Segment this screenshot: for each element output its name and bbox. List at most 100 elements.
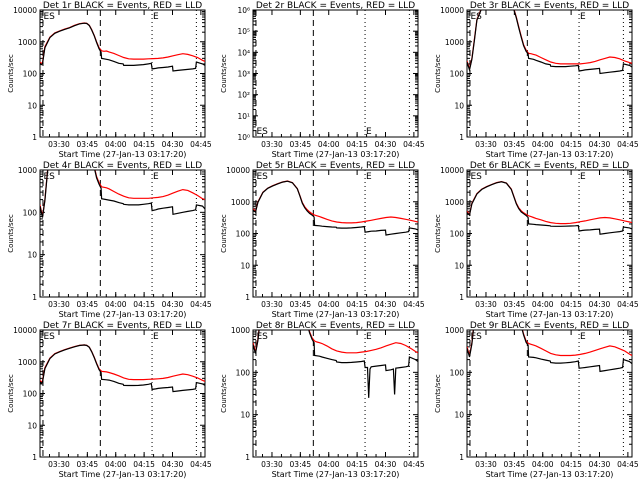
y-tick-label: 100 [23,390,38,399]
panel-det-5r: Det 5r BLACK = Events, RED = LLD 1 10 100 10… [220,161,425,319]
events-series-line [253,180,418,236]
y-axis-label: Counts/sec [7,214,15,253]
event-marker-label: ES [470,332,482,342]
x-tick-label: 04:45 [403,140,425,149]
x-tick-label: 04:15 [560,460,582,469]
panel-det-6r: Det 6r BLACK = Events, RED = LLD 1 10 100 10… [434,161,639,319]
y-tick-label: 10⁴ [237,48,250,57]
y-tick-label: 100 [450,230,465,239]
y-tick-label: 1 [32,293,37,302]
panel-title: Det 6r BLACK = Events, RED = LLD [470,161,629,171]
x-tick-label: 04:15 [133,300,155,309]
x-tick-label: 03:30 [48,140,70,149]
x-tick-label: 04:00 [105,460,127,469]
panel-title: Det 3r BLACK = Events, RED = LLD [470,1,629,11]
y-tick-label: 10000 [13,326,37,335]
panel-det-9r: Det 9r BLACK = Events, RED = LLD 1 10 100 10… [434,321,639,479]
event-marker-label: E [580,332,586,342]
x-tick-label: 04:30 [589,300,611,309]
x-tick-label: 03:30 [475,460,497,469]
y-axis-label: Counts/sec [434,374,442,413]
x-tick-label: 04:15 [560,300,582,309]
panel-title: Det 4r BLACK = Events, RED = LLD [43,161,202,171]
x-axis-label: Start Time (27-Jan-13 03:17:20) [59,150,187,159]
event-marker-label: ES [43,172,55,182]
x-tick-label: 04:45 [617,300,639,309]
y-tick-label: 1000 [231,198,250,207]
plot-frame [466,9,633,138]
y-tick-label: 100 [23,70,38,79]
y-tick-label: 1 [459,453,464,462]
x-tick-label: 04:45 [617,460,639,469]
events-series-line [40,344,205,393]
x-tick-label: 04:30 [375,460,397,469]
x-tick-label: 03:30 [48,300,70,309]
panel-title: Det 1r BLACK = Events, RED = LLD [43,1,202,11]
y-tick-label: 10000 [440,6,464,15]
y-tick-label: 100 [450,70,465,79]
y-axis-label: Counts/sec [434,54,442,93]
event-marker-label: E [366,127,372,137]
x-tick-label: 04:45 [190,460,212,469]
panel-det-1r: Det 1r BLACK = Events, RED = LLD 1 10 100 10… [7,1,212,159]
x-tick-label: 03:30 [261,300,283,309]
event-marker-label: ES [43,12,55,22]
y-tick-label: 10 [27,421,37,430]
x-tick-label: 04:45 [190,300,212,309]
x-tick-label: 04:00 [318,460,340,469]
y-tick-label: 1 [459,133,464,142]
y-tick-label: 100 [450,368,465,377]
event-marker-label: E [580,12,586,22]
x-tick-label: 04:00 [532,300,554,309]
panel-det-2r: Det 2r BLACK = Events, RED = LLD 10⁰ 10¹ 10… [220,1,425,159]
y-axis-label: Counts/sec [220,214,228,253]
x-tick-label: 04:00 [105,140,127,149]
event-marker-label: ES [256,127,268,137]
x-tick-label: 03:45 [77,460,99,469]
plot-frame [39,169,206,298]
events-series-line [467,10,632,75]
x-tick-label: 03:30 [475,140,497,149]
event-marker-label: ES [470,172,482,182]
x-tick-label: 03:30 [261,140,283,149]
y-tick-label: 10 [27,101,37,110]
y-tick-label: 1 [32,133,37,142]
event-marker-label: E [366,332,372,342]
x-axis-label: Start Time (27-Jan-13 03:17:20) [486,150,614,159]
x-tick-label: 04:30 [589,460,611,469]
y-axis-label: Counts/sec [7,374,15,413]
y-tick-label: 100 [236,230,251,239]
lld-series-line [253,180,418,224]
y-tick-label: 1 [32,453,37,462]
x-tick-label: 03:45 [504,140,526,149]
event-marker-label: ES [256,332,268,342]
event-marker-label: E [580,172,586,182]
y-tick-label: 10 [454,261,464,270]
x-tick-label: 03:45 [290,300,312,309]
x-tick-label: 03:30 [475,300,497,309]
x-axis-label: Start Time (27-Jan-13 03:17:20) [272,310,400,319]
y-tick-label: 10 [27,251,37,260]
x-axis-label: Start Time (27-Jan-13 03:17:20) [59,310,187,319]
y-tick-label: 1000 [445,326,464,335]
y-tick-label: 100 [236,368,251,377]
x-tick-label: 04:15 [346,300,368,309]
plot-frame [466,329,633,458]
x-tick-label: 04:15 [560,140,582,149]
x-tick-label: 03:45 [77,300,99,309]
x-tick-label: 03:45 [290,460,312,469]
event-marker-label: ES [43,332,55,342]
y-tick-label: 10000 [13,6,37,15]
y-tick-label: 10000 [226,166,250,175]
panel-title: Det 8r BLACK = Events, RED = LLD [256,321,415,331]
event-marker-label: E [153,12,159,22]
plot-frame [252,9,419,138]
x-tick-label: 03:45 [77,140,99,149]
y-tick-label: 1000 [18,166,37,175]
events-series-line [40,170,205,218]
x-tick-label: 04:00 [105,300,127,309]
panel-title: Det 5r BLACK = Events, RED = LLD [256,161,415,171]
x-tick-label: 04:15 [133,140,155,149]
event-marker-label: ES [470,12,482,22]
